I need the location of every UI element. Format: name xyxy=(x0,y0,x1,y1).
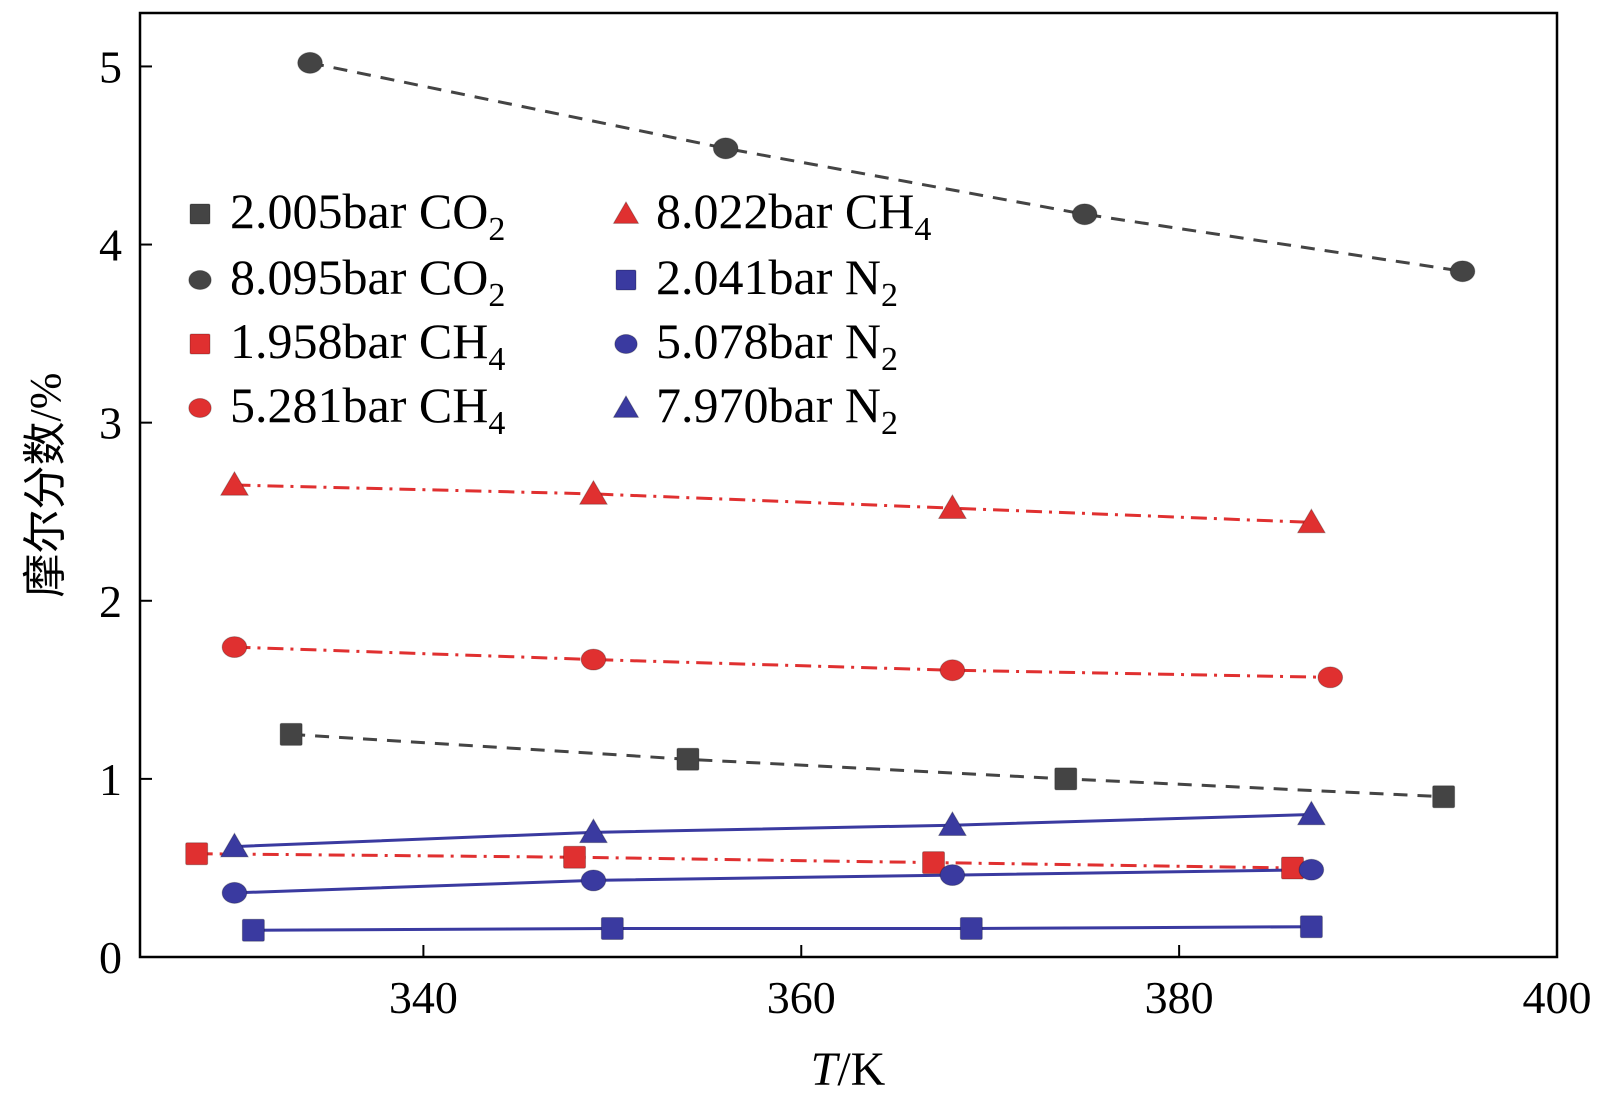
data-point-2-005bar-co2 xyxy=(279,722,303,746)
data-point-8-095bar-co2 xyxy=(712,137,739,160)
legend-marker-8-095bar-co2 xyxy=(188,270,212,290)
series-line-2-041bar-n2 xyxy=(253,925,1312,932)
data-point-5-281bar-ch4 xyxy=(939,659,966,682)
data-point-8-022bar-ch4 xyxy=(937,493,968,519)
legend-label-subscript: 2 xyxy=(881,405,898,442)
legend-marker-2-041bar-n2 xyxy=(615,269,637,291)
data-point-2-041bar-n2 xyxy=(241,918,265,942)
data-point-2-005bar-co2 xyxy=(1432,785,1456,809)
y-tick-label: 1 xyxy=(99,754,122,805)
data-point-8-022bar-ch4 xyxy=(219,470,250,496)
data-point-7-970bar-n2 xyxy=(219,832,250,858)
plot-frame xyxy=(138,11,1559,959)
data-point-5-078bar-n2 xyxy=(221,881,248,904)
data-point-5-281bar-ch4 xyxy=(1317,666,1344,689)
y-axis-label: 摩尔分数/% xyxy=(21,373,70,598)
x-axis-label: T/K xyxy=(811,1043,886,1096)
legend-label-text: 8.095bar CO xyxy=(230,249,488,305)
legend-label-2-041bar-n2: 2.041bar N2 xyxy=(656,249,898,314)
data-point-2-005bar-co2 xyxy=(1054,767,1078,791)
legend-marker-7-970bar-n2 xyxy=(612,394,640,418)
y-tick-label: 5 xyxy=(99,41,122,92)
data-point-5-078bar-n2 xyxy=(580,869,607,892)
x-tick-label: 340 xyxy=(389,972,458,1023)
data-point-7-970bar-n2 xyxy=(937,810,968,836)
legend-marker-5-281bar-ch4 xyxy=(188,398,212,418)
series-line-5-078bar-n2 xyxy=(234,868,1312,895)
data-point-5-078bar-n2 xyxy=(939,864,966,887)
data-point-8-095bar-co2 xyxy=(297,51,323,74)
data-point-8-022bar-ch4 xyxy=(578,479,609,505)
data-point-7-970bar-n2 xyxy=(1296,800,1327,826)
data-point-1-958bar-ch4 xyxy=(922,851,946,875)
legend-marker-5-078bar-n2 xyxy=(614,334,638,354)
x-tick-label: 380 xyxy=(1145,972,1214,1023)
legend-label-8-095bar-co2: 8.095bar CO2 xyxy=(230,249,505,314)
series-markers xyxy=(185,51,1476,942)
data-point-2-041bar-n2 xyxy=(1299,915,1323,939)
legend-label-subscript: 4 xyxy=(488,405,505,442)
x-axis-label-unit: /K xyxy=(837,1043,885,1096)
y-tick-label: 2 xyxy=(99,576,122,627)
data-point-7-970bar-n2 xyxy=(578,818,609,844)
y-tick-label: 3 xyxy=(99,398,122,449)
x-tick-label: 400 xyxy=(1523,972,1592,1023)
series-line-8-022bar-ch4 xyxy=(234,483,1312,524)
data-point-2-041bar-n2 xyxy=(600,917,624,941)
data-point-1-958bar-ch4 xyxy=(563,845,587,869)
legend-label-5-281bar-ch4: 5.281bar CH4 xyxy=(230,377,505,442)
x-tick-label: 360 xyxy=(767,972,836,1023)
legend-marker-1-958bar-ch4 xyxy=(189,333,211,355)
legend-label-text: 5.281bar CH xyxy=(230,377,488,433)
legend-marker-2-005bar-co2 xyxy=(189,203,211,225)
legend-label-8-022bar-ch4: 8.022bar CH4 xyxy=(656,183,931,248)
legend-marker-8-022bar-ch4 xyxy=(612,200,640,224)
data-point-2-005bar-co2 xyxy=(676,747,700,771)
data-point-5-281bar-ch4 xyxy=(580,648,607,671)
data-point-8-095bar-co2 xyxy=(1071,203,1098,226)
series-line-1-958bar-ch4 xyxy=(196,852,1293,870)
legend-label-1-958bar-ch4: 1.958bar CH4 xyxy=(230,313,505,378)
legend-label-5-078bar-n2: 5.078bar N2 xyxy=(656,313,898,378)
series-line-5-281bar-ch4 xyxy=(234,645,1331,679)
legend-label-subscript: 2 xyxy=(488,211,505,248)
data-point-8-095bar-co2 xyxy=(1449,260,1476,283)
legend-label-text: 5.078bar N xyxy=(656,313,881,369)
legend-label-text: 1.958bar CH xyxy=(230,313,488,369)
legend-label-text: 7.970bar N xyxy=(656,377,881,433)
series-lines xyxy=(196,61,1463,932)
x-axis-label-variable: T xyxy=(811,1043,841,1096)
series-line-7-970bar-n2 xyxy=(234,813,1312,849)
y-tick-label: 0 xyxy=(99,932,122,983)
y-axis: 0 1 2 3 4 5 xyxy=(99,41,152,983)
data-point-5-281bar-ch4 xyxy=(221,636,248,659)
data-point-5-078bar-n2 xyxy=(1298,858,1325,881)
x-axis: 340 360 380 400 xyxy=(389,945,1592,1023)
legend-label-subscript: 4 xyxy=(914,211,931,248)
legend-label-subscript: 4 xyxy=(488,341,505,378)
legend-label-subscript: 2 xyxy=(881,277,898,314)
legend-label-text: 2.041bar N xyxy=(656,249,881,305)
legend-label-subscript: 2 xyxy=(881,341,898,378)
legend-label-2-005bar-co2: 2.005bar CO2 xyxy=(230,183,505,248)
series-line-2-005bar-co2 xyxy=(291,732,1444,799)
legend-label-text: 2.005bar CO xyxy=(230,183,488,239)
y-tick-label: 4 xyxy=(99,220,122,271)
data-point-1-958bar-ch4 xyxy=(185,842,209,866)
legend-label-7-970bar-n2: 7.970bar N2 xyxy=(656,377,898,442)
series-line-8-095bar-co2 xyxy=(309,61,1463,273)
legend-label-text: 8.022bar CH xyxy=(656,183,914,239)
legend-label-subscript: 2 xyxy=(488,277,505,314)
data-point-8-022bar-ch4 xyxy=(1296,508,1327,534)
data-point-2-041bar-n2 xyxy=(959,917,983,941)
